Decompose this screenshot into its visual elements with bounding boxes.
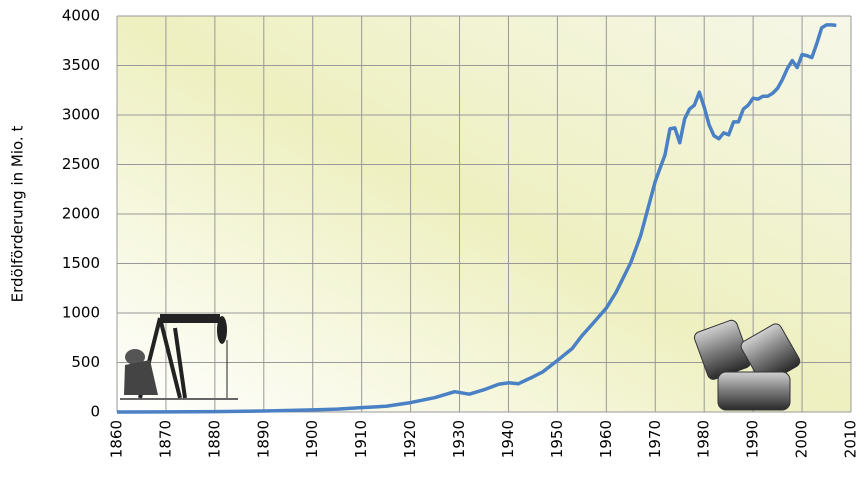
y-tick-label: 3500 <box>62 56 100 74</box>
x-tick-label: 1950 <box>548 420 566 458</box>
x-tick-label: 1980 <box>695 420 713 458</box>
x-tick-label: 1930 <box>450 420 468 458</box>
x-tick-label: 1910 <box>352 420 370 458</box>
data-line <box>116 23 837 414</box>
x-tick-label: 1960 <box>597 420 615 458</box>
x-tick-label: 1990 <box>744 420 762 458</box>
y-tick-label: 2500 <box>62 155 100 173</box>
y-tick-label: 4000 <box>62 7 100 25</box>
y-axis-label: Erdölförderung in Mio. t <box>9 126 27 303</box>
x-tick-label: 1870 <box>156 420 174 458</box>
x-tick-label: 2010 <box>842 420 860 458</box>
x-tick-label: 1880 <box>205 420 223 458</box>
x-tick-label: 1970 <box>646 420 664 458</box>
x-tick-label: 1890 <box>254 420 272 458</box>
x-tick-label: 1920 <box>401 420 419 458</box>
oil-barrels <box>693 319 801 411</box>
x-tick-label: 1860 <box>108 420 126 458</box>
axes: 0 500 1000 1500 2000 2500 3000 3500 4000 1860 1870… <box>62 7 860 459</box>
x-tick-label: 2000 <box>793 420 811 458</box>
y-tick-label: 1000 <box>62 304 100 322</box>
pump-jack <box>120 314 238 400</box>
y-tick-label: 2000 <box>62 205 100 223</box>
y-tick-label: 1500 <box>62 254 100 272</box>
y-tick-label: 500 <box>71 353 100 371</box>
x-tick-label: 1900 <box>303 420 321 458</box>
y-tick-label: 3000 <box>62 106 100 124</box>
y-tick-label: 0 <box>90 403 100 421</box>
x-tick-label: 1940 <box>499 420 517 458</box>
